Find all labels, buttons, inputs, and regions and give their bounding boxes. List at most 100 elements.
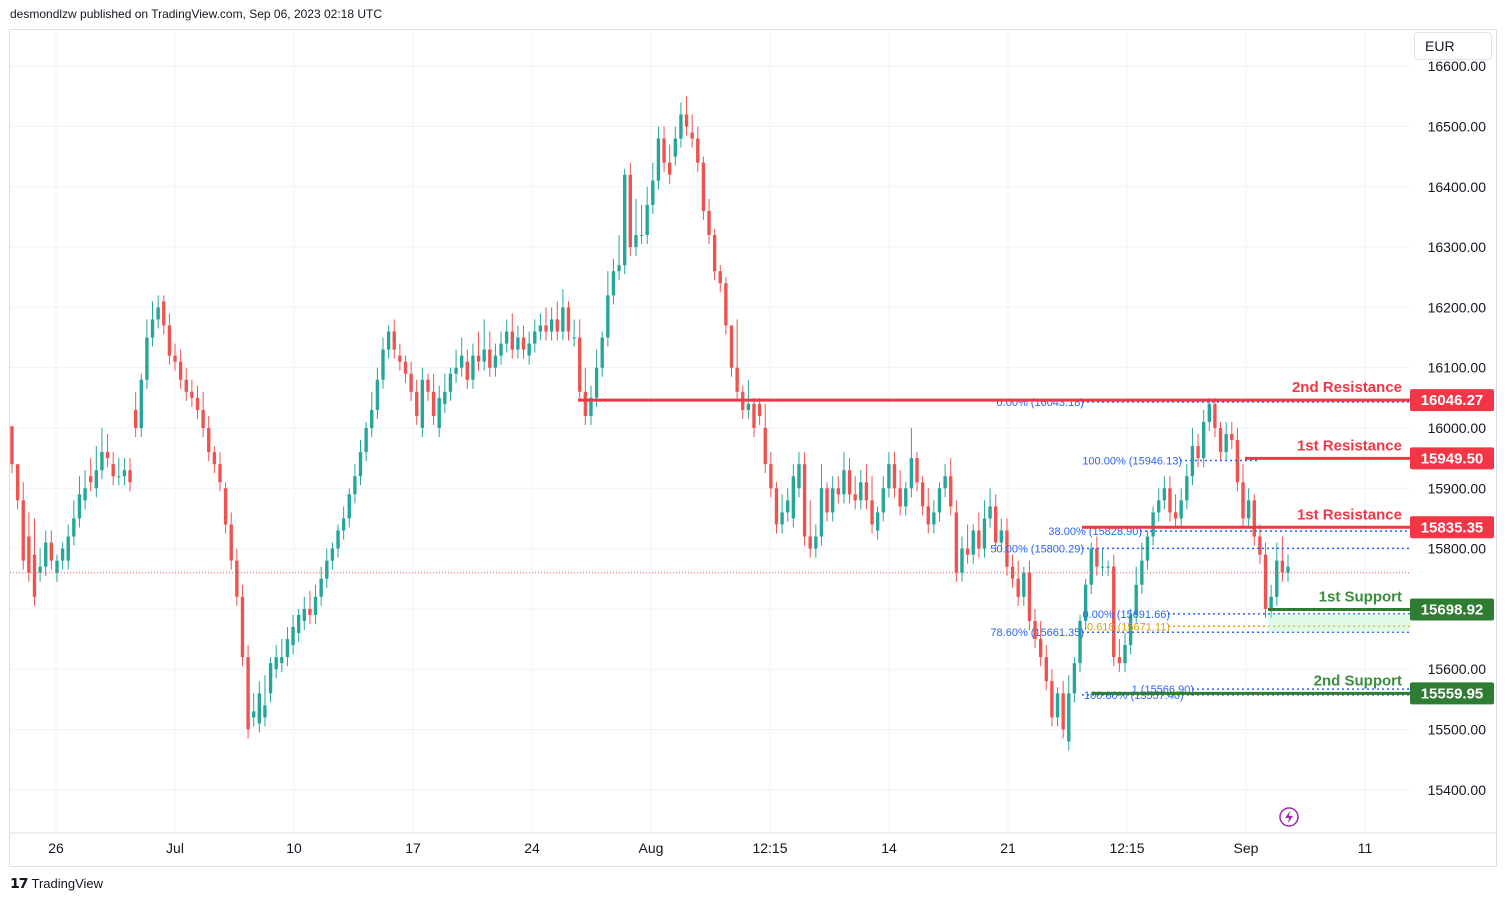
candle-body: [999, 530, 1004, 543]
price-tag-label: 15949.50: [1421, 450, 1484, 467]
candle-body: [1112, 566, 1116, 658]
candle-body: [499, 343, 503, 356]
candle-body: [628, 174, 633, 248]
fib-level-label: 78.60% (15661.35): [990, 627, 1084, 639]
candle-body: [932, 512, 936, 525]
candle-body: [252, 711, 256, 718]
candle-body: [707, 210, 711, 236]
fib-level-label: 0.00% (15691.66): [1083, 609, 1170, 621]
price-tag: [1410, 516, 1494, 539]
candle-body: [207, 427, 211, 453]
candle-body: [943, 476, 947, 489]
candle-body: [308, 608, 312, 615]
chart-extras: [10, 572, 1410, 827]
candle-body: [533, 331, 537, 344]
candle-body: [347, 494, 351, 519]
price-tick-label: 16500.00: [1428, 118, 1487, 134]
candle-body: [302, 608, 306, 621]
candle-body: [133, 409, 138, 428]
publisher-line: desmondlzw published on TradingView.com,…: [10, 7, 383, 21]
grid: [10, 30, 1410, 832]
candle-body: [504, 331, 509, 344]
currency-button[interactable]: EUR: [1414, 32, 1492, 60]
candle-body: [786, 500, 790, 513]
candle-body: [44, 542, 48, 567]
candle-body: [1033, 620, 1037, 640]
candle-body: [572, 337, 576, 339]
candle-body: [386, 331, 391, 350]
candle-body: [139, 379, 143, 428]
candle-body: [381, 349, 385, 380]
candle-body: [825, 488, 829, 513]
candle-body: [336, 530, 340, 549]
candle-body: [836, 488, 840, 495]
tradingview-brand[interactable]: 𝟭𝟳 TradingView: [10, 875, 103, 892]
candle-body: [1027, 572, 1032, 621]
candle-body: [960, 548, 964, 573]
candle-body: [105, 452, 110, 459]
candle-body: [1157, 500, 1161, 513]
time-tick-label: Aug: [639, 840, 664, 856]
candle-body: [718, 271, 722, 284]
candle-body: [1022, 572, 1026, 597]
candle-body: [420, 379, 425, 428]
candle-body: [656, 138, 661, 181]
candle-body: [1055, 693, 1060, 718]
time-tick-label: 26: [48, 840, 64, 856]
candle-body: [566, 307, 571, 332]
candle-body: [1230, 434, 1234, 441]
candle-body: [701, 162, 706, 211]
candle-body: [72, 518, 76, 537]
candle-body: [853, 494, 857, 501]
candle-body: [651, 180, 655, 205]
candle-body: [594, 367, 599, 398]
candle-body: [375, 379, 380, 410]
candle-body: [66, 536, 70, 561]
candle-body: [994, 506, 998, 543]
candle-body: [364, 427, 368, 453]
candle-body: [1246, 500, 1251, 519]
candle-body: [757, 403, 762, 416]
candle-body: [325, 560, 329, 579]
candle-body: [330, 548, 335, 561]
candle-body: [819, 488, 824, 537]
price-tick-label: 15600.00: [1428, 661, 1487, 677]
candle-body: [1078, 620, 1082, 664]
candle-body: [1106, 566, 1110, 568]
candle-body: [190, 391, 194, 398]
candle-body: [1050, 681, 1054, 718]
fib-levels: 0.00% (16043.18)100.00% (15946.13)38.00%…: [990, 397, 1410, 702]
candle-body: [1179, 500, 1183, 519]
fib-level-label: 100.00% (15557.40): [1084, 690, 1184, 702]
candle-body: [875, 512, 880, 531]
candle-body: [920, 482, 925, 507]
candle-body: [178, 361, 183, 380]
candle-body: [223, 488, 228, 525]
candle-body: [1207, 403, 1211, 422]
candle-body: [1083, 584, 1088, 621]
candle-body: [201, 409, 205, 428]
candle-body: [1038, 639, 1043, 658]
candle-body: [257, 693, 262, 724]
candle-body: [263, 705, 267, 718]
candle-body: [482, 349, 486, 362]
candle-body: [690, 132, 694, 139]
candle-body: [926, 506, 930, 525]
candle-body: [60, 548, 65, 561]
candle-body: [791, 476, 796, 519]
candle-body: [634, 235, 638, 248]
time-tick-label: 24: [524, 840, 540, 856]
candle-body: [1235, 440, 1240, 483]
candle-body: [735, 367, 739, 392]
time-tick-label: 17: [405, 840, 421, 856]
candle-body: [156, 307, 160, 320]
price-tick-label: 16000.00: [1428, 420, 1487, 436]
candle-body: [403, 361, 408, 374]
candle-body: [291, 626, 295, 646]
candles: [10, 96, 1290, 751]
candle-body: [555, 319, 559, 332]
candle-body: [712, 235, 717, 272]
candle-body: [426, 379, 430, 392]
candle-body: [831, 488, 835, 513]
